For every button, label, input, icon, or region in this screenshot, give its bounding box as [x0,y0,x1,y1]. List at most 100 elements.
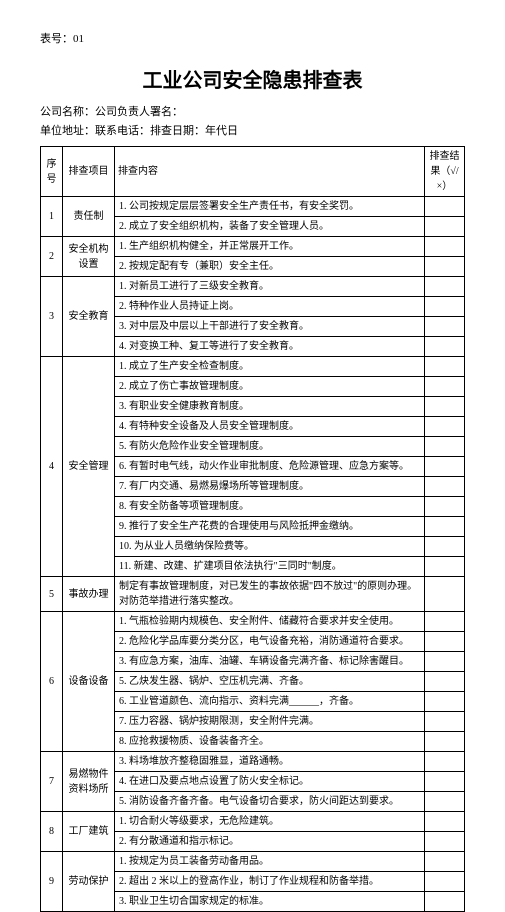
result-cell [425,612,465,632]
result-cell [425,632,465,652]
table-row: 5事故办理制定有事故管理制度，对已发生的事故依据"四不放过"的原则办理。对防范举… [41,577,465,612]
table-row: 6设备设备1. 气瓶检验期内规模色、安全附件、储藏符合要求并安全使用。 [41,612,465,632]
col-item-header: 排查项目 [63,147,115,197]
content-cell: 11. 新建、改建、扩建项目依法执行"三同时"制度。 [115,557,425,577]
content-cell: 2. 危险化学品库要分类分区，电气设备充裕，消防通道符合要求。 [115,632,425,652]
result-cell [425,892,465,912]
result-cell [425,872,465,892]
result-cell [425,752,465,772]
info-line-2: 单位地址：联系电话：排查日期：年代日 [40,122,465,138]
result-cell [425,297,465,317]
col-result-header: 排查结果（√/×） [425,147,465,197]
result-cell [425,832,465,852]
content-cell: 7. 有厂内交通、易燃易爆场所等管理制度。 [115,477,425,497]
result-cell [425,457,465,477]
col-seq-header: 序号 [41,147,63,197]
result-cell [425,417,465,437]
content-cell: 3. 对中层及中层以上干部进行了安全教育。 [115,317,425,337]
result-cell [425,277,465,297]
seq-cell: 4 [41,357,63,577]
content-cell: 4. 在进口及要点地点设置了防火安全标记。 [115,772,425,792]
result-cell [425,772,465,792]
result-cell [425,337,465,357]
result-cell [425,712,465,732]
table-row: 8工厂建筑1. 切合耐火等级要求，无危险建筑。 [41,812,465,832]
seq-cell: 6 [41,612,63,752]
table-row: 1责任制1. 公司按规定层层签署安全生产责任书，有安全奖罚。 [41,197,465,217]
result-cell [425,237,465,257]
result-cell [425,852,465,872]
result-cell [425,217,465,237]
content-cell: 6. 工业管道颜色、流向指示、资料完满______，齐备。 [115,692,425,712]
result-cell [425,477,465,497]
item-cell: 工厂建筑 [63,812,115,852]
content-cell: 2. 成立了安全组织机构，装备了安全管理人员。 [115,217,425,237]
result-cell [425,517,465,537]
item-cell: 劳动保护 [63,852,115,912]
result-cell [425,792,465,812]
content-cell: 2. 有分散通道和指示标记。 [115,832,425,852]
result-cell [425,317,465,337]
content-cell: 5. 乙炔发生器、锅炉、空压机完满、齐备。 [115,672,425,692]
item-cell: 易燃物件资料场所 [63,752,115,812]
table-row: 9劳动保护1. 按规定为员工装备劳动备用品。 [41,852,465,872]
content-cell: 1. 按规定为员工装备劳动备用品。 [115,852,425,872]
result-cell [425,577,465,612]
content-cell: 5. 消防设备齐备齐备。电气设备切合要求，防火间距达到要求。 [115,792,425,812]
content-cell: 4. 对变换工种、复工等进行了安全教育。 [115,337,425,357]
item-cell: 责任制 [63,197,115,237]
result-cell [425,497,465,517]
content-cell: 2. 成立了伤亡事故管理制度。 [115,377,425,397]
item-cell: 安全管理 [63,357,115,577]
seq-cell: 9 [41,852,63,912]
content-cell: 7. 压力容器、锅炉按期限测，安全附件完满。 [115,712,425,732]
content-cell: 制定有事故管理制度，对已发生的事故依据"四不放过"的原则办理。对防范举措进行落实… [115,577,425,612]
content-cell: 1. 对新员工进行了三级安全教育。 [115,277,425,297]
content-cell: 3. 职业卫生切合国家规定的标准。 [115,892,425,912]
inspection-table: 序号 排查项目 排查内容 排查结果（√/×） 1责任制1. 公司按规定层层签署安… [40,146,465,912]
content-cell: 6. 有暂时电气线，动火作业审批制度、危险源管理、应急方案等。 [115,457,425,477]
content-cell: 1. 生产组织机构健全，并正常展开工作。 [115,237,425,257]
content-cell: 10. 为从业人员缴纳保险费等。 [115,537,425,557]
content-cell: 9. 推行了安全生产花费的合理使用与风险抵押金缴纳。 [115,517,425,537]
page-title: 工业公司安全隐患排查表 [40,64,465,93]
result-cell [425,652,465,672]
table-row: 2安全机构设置1. 生产组织机构健全，并正常展开工作。 [41,237,465,257]
result-cell [425,537,465,557]
seq-cell: 3 [41,277,63,357]
result-cell [425,197,465,217]
content-cell: 1. 切合耐火等级要求，无危险建筑。 [115,812,425,832]
content-cell: 2. 特种作业人员持证上岗。 [115,297,425,317]
seq-cell: 2 [41,237,63,277]
content-cell: 1. 气瓶检验期内规模色、安全附件、储藏符合要求并安全使用。 [115,612,425,632]
table-row: 3安全教育1. 对新员工进行了三级安全教育。 [41,277,465,297]
seq-cell: 5 [41,577,63,612]
content-cell: 3. 有职业安全健康教育制度。 [115,397,425,417]
result-cell [425,812,465,832]
result-cell [425,437,465,457]
result-cell [425,257,465,277]
result-cell [425,732,465,752]
content-cell: 3. 料场堆放齐整稳固雅显，道路通畅。 [115,752,425,772]
seq-cell: 8 [41,812,63,852]
content-cell: 1. 成立了生产安全检查制度。 [115,357,425,377]
content-cell: 4. 有特种安全设备及人员安全管理制度。 [115,417,425,437]
table-row: 7易燃物件资料场所3. 料场堆放齐整稳固雅显，道路通畅。 [41,752,465,772]
item-cell: 安全机构设置 [63,237,115,277]
item-cell: 设备设备 [63,612,115,752]
content-cell: 2. 按规定配有专（兼职）安全主任。 [115,257,425,277]
info-line-1: 公司名称：公司负责人署名： [40,103,465,119]
table-row: 4安全管理1. 成立了生产安全检查制度。 [41,357,465,377]
content-cell: 8. 应抢救援物质、设备装备齐全。 [115,732,425,752]
result-cell [425,692,465,712]
content-cell: 1. 公司按规定层层签署安全生产责任书，有安全奖罚。 [115,197,425,217]
item-cell: 事故办理 [63,577,115,612]
result-cell [425,397,465,417]
content-cell: 5. 有防火危险作业安全管理制度。 [115,437,425,457]
col-content-header: 排查内容 [115,147,425,197]
result-cell [425,357,465,377]
result-cell [425,672,465,692]
form-number: 表号：01 [40,30,465,46]
item-cell: 安全教育 [63,277,115,357]
result-cell [425,557,465,577]
